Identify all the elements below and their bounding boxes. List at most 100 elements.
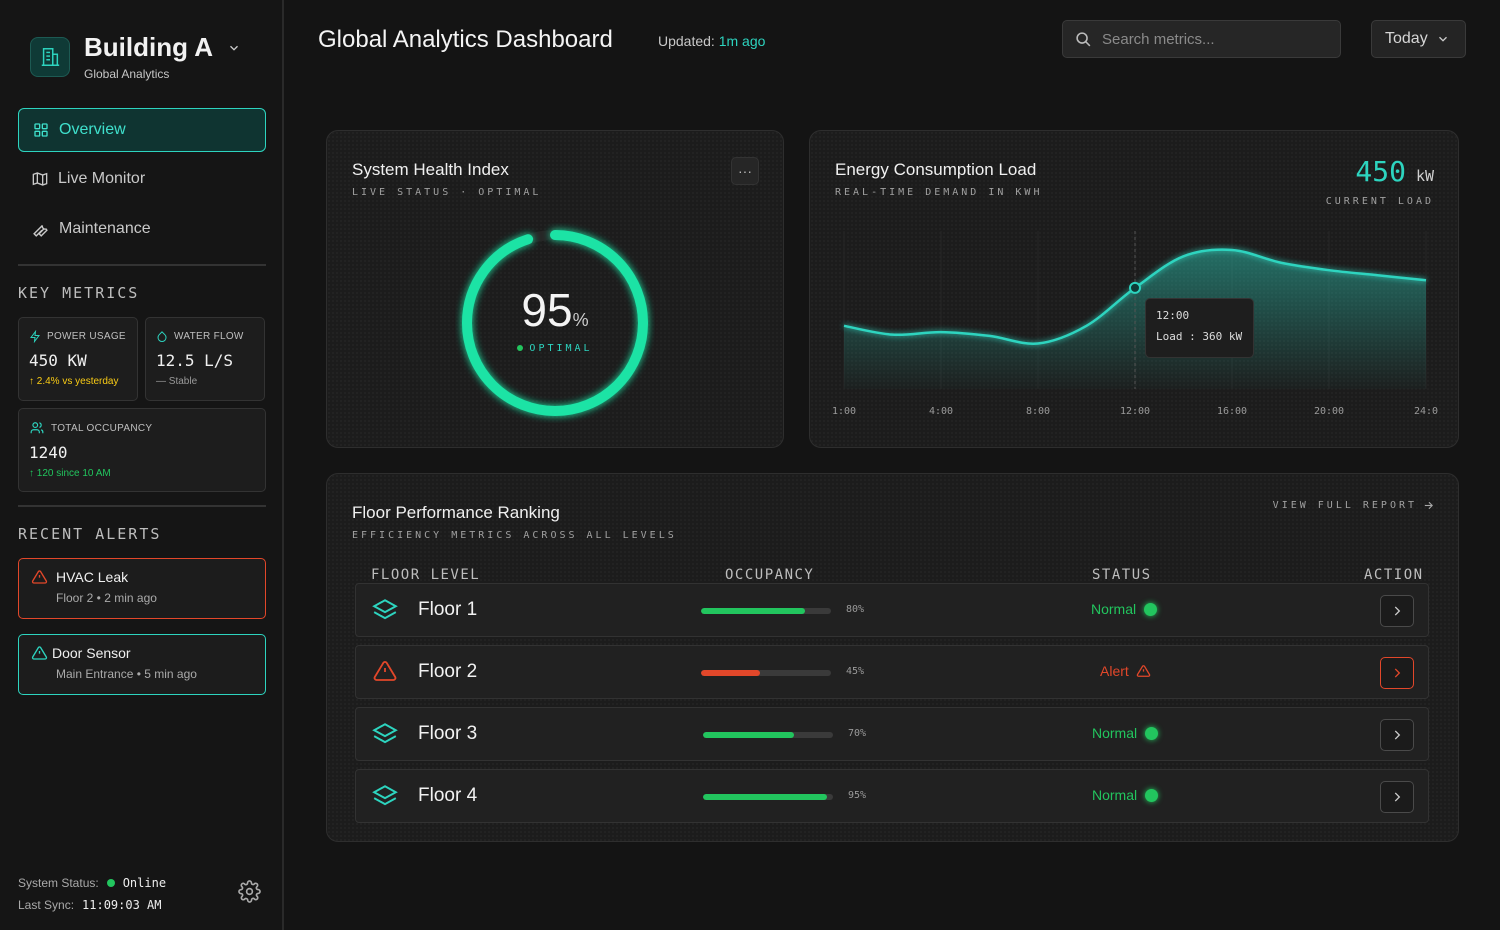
gauge-arc bbox=[462, 230, 648, 416]
gauge-status: OPTIMAL bbox=[327, 343, 783, 354]
water-flow-card[interactable]: WATER FLOW 12.5 L/S — Stable bbox=[145, 317, 265, 401]
tooltip-time: 12:00 bbox=[1156, 309, 1190, 322]
warning-triangle-icon bbox=[31, 570, 48, 584]
panel-subtitle: EFFICIENCY METRICS ACROSS ALL LEVELS bbox=[352, 530, 677, 541]
alert-item-door-sensor[interactable]: Door Sensor Main Entrance • 5 min ago bbox=[18, 634, 266, 695]
x-tick-label: 20:00 bbox=[1314, 406, 1344, 417]
building-icon bbox=[30, 36, 70, 77]
row-action-button[interactable] bbox=[1380, 719, 1414, 751]
x-tick-label: 24:0 bbox=[1414, 406, 1438, 417]
occupancy-percent: 95% bbox=[848, 790, 867, 801]
status-dot bbox=[106, 879, 115, 887]
table-row[interactable]: Floor 4 95% Normal bbox=[355, 769, 1429, 823]
layers-icon bbox=[372, 785, 398, 806]
view-report-label: VIEW FULL REPORT bbox=[1272, 500, 1417, 511]
nav-item-maintenance[interactable]: Maintenance bbox=[18, 207, 266, 251]
tooltip-value: Load : 360 kW bbox=[1156, 330, 1243, 343]
column-header-status: STATUS bbox=[1092, 567, 1152, 583]
panel-title: System Health Index bbox=[352, 160, 509, 179]
status-label: Alert bbox=[1100, 663, 1129, 679]
date-range-dropdown[interactable]: Today bbox=[1371, 20, 1466, 58]
metric-label: POWER USAGE bbox=[47, 331, 126, 342]
x-tick-label: 4:00 bbox=[929, 406, 953, 417]
sync-label: Last Sync: bbox=[18, 898, 75, 912]
more-options-button[interactable]: ··· bbox=[731, 157, 759, 185]
health-gauge bbox=[462, 230, 648, 416]
status-value: Online bbox=[122, 876, 167, 890]
current-load-value: 450 bbox=[1355, 155, 1406, 188]
gauge-number: 95 bbox=[521, 284, 573, 336]
occupancy-percent: 70% bbox=[848, 728, 867, 739]
floor-name: Floor 2 bbox=[418, 661, 478, 682]
status-badge: Normal bbox=[1091, 601, 1158, 617]
floor-name: Floor 4 bbox=[418, 785, 478, 806]
users-icon bbox=[30, 422, 44, 434]
row-action-button[interactable] bbox=[1380, 595, 1414, 627]
x-tick-label: 8:00 bbox=[1026, 406, 1050, 417]
current-load: 450 kW CURRENT LOAD bbox=[1326, 155, 1434, 207]
panel-subtitle: REAL-TIME DEMAND IN KWH bbox=[835, 187, 1043, 198]
status-label: System Status: bbox=[18, 876, 99, 890]
status-badge: Normal bbox=[1092, 787, 1159, 803]
occupancy-fill bbox=[703, 794, 827, 800]
row-action-button[interactable] bbox=[1380, 657, 1414, 689]
current-load-label: CURRENT LOAD bbox=[1325, 196, 1434, 207]
table-row[interactable]: Floor 2 45% Alert bbox=[355, 645, 1429, 699]
metric-value: 1240 bbox=[29, 443, 68, 462]
recent-alerts-title: RECENT ALERTS bbox=[18, 525, 162, 543]
gear-icon[interactable] bbox=[238, 880, 261, 903]
nav-item-live-monitor[interactable]: Live Monitor bbox=[18, 157, 266, 201]
x-tick-label: 16:00 bbox=[1217, 406, 1247, 417]
grid-icon bbox=[34, 123, 48, 137]
brand-switcher[interactable]: Building A Global Analytics bbox=[30, 32, 241, 81]
energy-area bbox=[844, 249, 1426, 389]
page-title: Global Analytics Dashboard bbox=[318, 26, 613, 53]
panel-title: Floor Performance Ranking bbox=[352, 503, 560, 522]
panel-title: Energy Consumption Load bbox=[835, 160, 1037, 179]
lightning-icon bbox=[30, 330, 40, 343]
warning-triangle-icon bbox=[31, 646, 48, 660]
current-load-unit: kW bbox=[1415, 167, 1434, 185]
occupancy-fill bbox=[703, 732, 794, 738]
total-occupancy-card[interactable]: TOTAL OCCUPANCY 1240 ↑ 120 since 10 AM bbox=[18, 408, 266, 492]
status-label: Normal bbox=[1092, 725, 1138, 741]
divider bbox=[18, 505, 266, 507]
floor-name: Floor 3 bbox=[418, 723, 478, 744]
status-dot bbox=[1145, 788, 1159, 802]
floor-name: Floor 1 bbox=[418, 599, 478, 620]
alert-item-hvac-leak[interactable]: HVAC Leak Floor 2 • 2 min ago bbox=[18, 558, 266, 619]
table-row[interactable]: Floor 1 80% Normal bbox=[355, 583, 1429, 637]
panel-subtitle: LIVE STATUS · OPTIMAL bbox=[352, 187, 542, 198]
system-status: System Status: Online Last Sync: 11:09:0… bbox=[18, 872, 166, 916]
nav-item-overview[interactable]: Overview bbox=[18, 108, 266, 152]
date-range-label: Today bbox=[1385, 30, 1428, 47]
system-health-panel: System Health Index LIVE STATUS · OPTIMA… bbox=[326, 130, 784, 448]
energy-chart: 1:00 4:00 8:00 12:00 16:00 20:00 24:0 bbox=[832, 231, 1438, 417]
metric-label: TOTAL OCCUPANCY bbox=[51, 422, 153, 434]
energy-panel: Energy Consumption Load REAL-TIME DEMAND… bbox=[809, 130, 1459, 448]
table-row[interactable]: Floor 3 70% Normal bbox=[355, 707, 1429, 761]
map-icon bbox=[32, 172, 48, 186]
x-tick-label: 12:00 bbox=[1120, 406, 1150, 417]
status-label: Normal bbox=[1092, 787, 1138, 803]
occupancy-bar bbox=[701, 608, 831, 614]
key-metrics-title: KEY METRICS bbox=[18, 284, 140, 302]
updated-label: Updated: bbox=[658, 33, 715, 49]
layers-icon bbox=[372, 723, 398, 744]
row-action-button[interactable] bbox=[1380, 781, 1414, 813]
nav-label: Live Monitor bbox=[58, 170, 146, 187]
power-usage-card[interactable]: POWER USAGE 450 KW ↑ 2.4% vs yesterday bbox=[18, 317, 138, 401]
sidebar: Building A Global Analytics Overview Liv… bbox=[0, 0, 284, 930]
highlight-point[interactable] bbox=[1129, 281, 1141, 294]
metric-label: WATER FLOW bbox=[174, 331, 244, 342]
search-input[interactable] bbox=[1102, 30, 1322, 48]
chevron-right-icon bbox=[1394, 606, 1401, 616]
chevron-down-icon bbox=[230, 45, 238, 51]
status-dot bbox=[1145, 726, 1159, 740]
sync-value: 11:09:03 AM bbox=[82, 898, 162, 912]
warning-triangle-icon bbox=[1136, 665, 1151, 677]
view-full-report-link[interactable]: VIEW FULL REPORT bbox=[1273, 500, 1434, 511]
chevron-right-icon bbox=[1394, 792, 1401, 802]
search-box[interactable] bbox=[1062, 20, 1341, 58]
updated-value: 1m ago bbox=[718, 33, 766, 49]
